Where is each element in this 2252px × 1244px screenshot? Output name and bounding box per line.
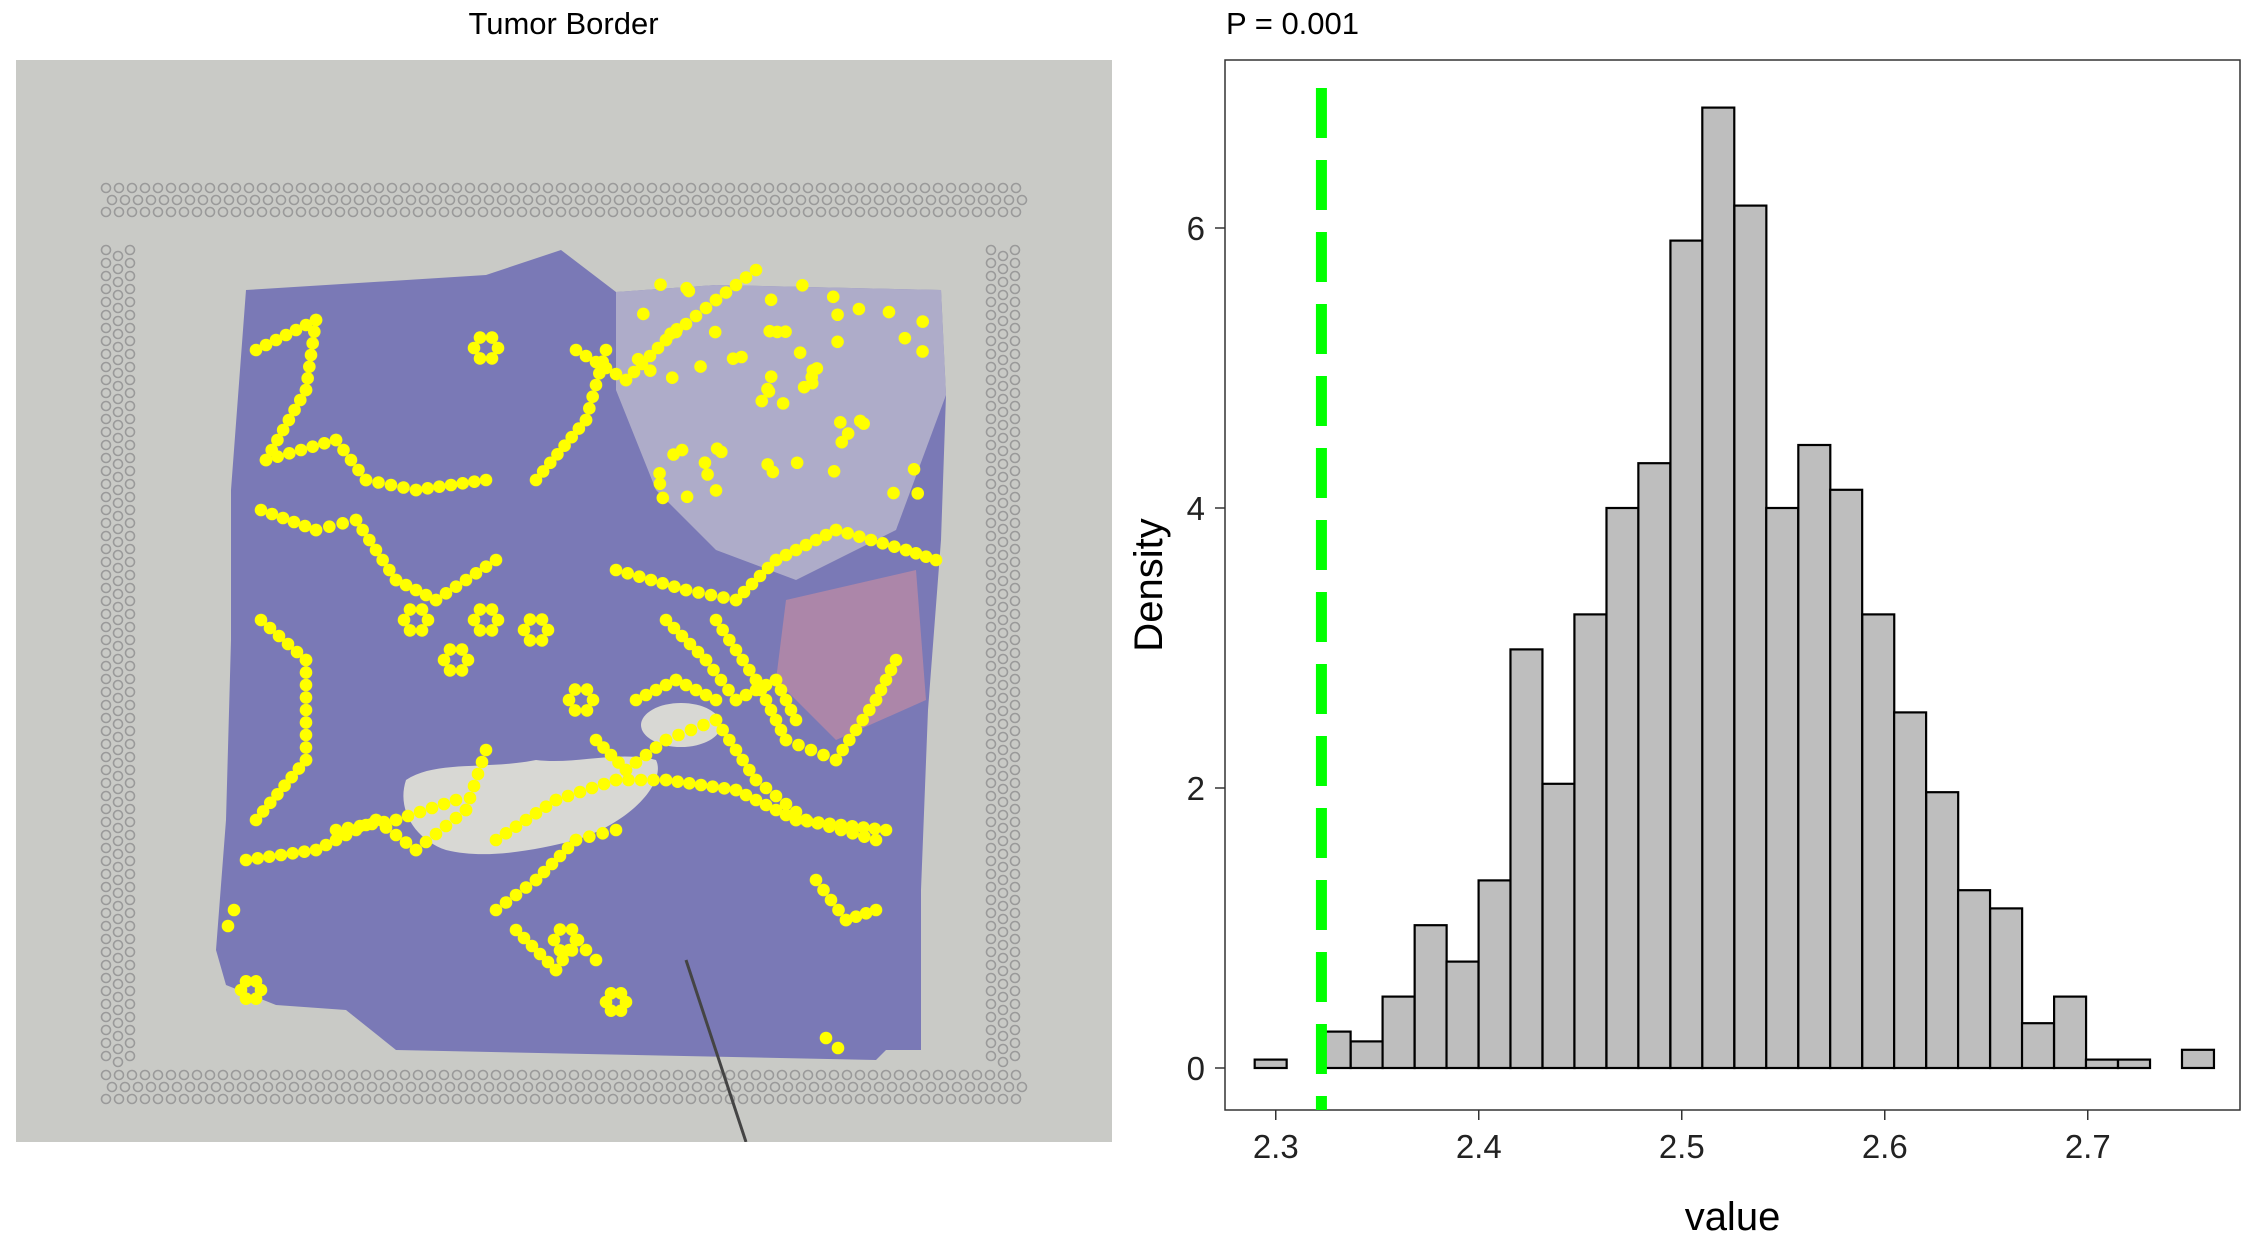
- histogram-bar: [1989, 907, 2024, 1070]
- histogram-bar: [2116, 1058, 2152, 1070]
- slide-scratch-line: [684, 959, 748, 1142]
- fiducial-spot-frame: [100, 182, 1028, 1105]
- x-tick-label: 2.5: [1659, 1128, 1705, 1165]
- tissue-panel-title: Tumor Border: [468, 6, 659, 41]
- y-tick-label: 6: [1187, 210, 1205, 247]
- y-axis-ticks: 0 2 4 6: [1187, 210, 1225, 1087]
- histogram-bar: [2084, 1058, 2120, 1070]
- histogram-bar: [1477, 879, 1512, 1070]
- histogram-chart: 2.3 2.4 2.5 2.6 2.7 0 2 4 6 value Density: [1127, 59, 2241, 1239]
- histogram-bar: [2053, 995, 2088, 1070]
- y-tick-label: 2: [1187, 770, 1205, 807]
- tissue-stroma-right: [616, 285, 946, 580]
- histogram-bar: [1701, 106, 1736, 1070]
- tissue-pink-region: [776, 570, 926, 740]
- histogram-bar: [1413, 924, 1448, 1070]
- tumor-border-spots: [221, 263, 943, 1055]
- x-tick-label: 2.6: [1862, 1128, 1908, 1165]
- y-tick-label: 4: [1187, 490, 1205, 527]
- tissue-lumen-hole: [403, 756, 658, 855]
- histogram-bar: [2020, 1022, 2056, 1070]
- histogram-bar: [1445, 960, 1480, 1070]
- histogram-bar: [1956, 889, 1992, 1070]
- histogram-bar: [1381, 995, 1416, 1070]
- histogram-bar: [1797, 443, 1832, 1070]
- tissue-image: [16, 60, 1112, 1142]
- histogram-bars: [1253, 106, 2216, 1070]
- histogram-bar: [1573, 613, 1608, 1070]
- histogram-bar: [1541, 782, 1576, 1070]
- histogram-bar: [1509, 648, 1544, 1070]
- histogram-bar: [1637, 462, 1672, 1070]
- histogram-bar: [1765, 506, 1800, 1070]
- x-axis-title: value: [1685, 1195, 1781, 1239]
- histogram-bar: [1733, 204, 1768, 1070]
- x-tick-label: 2.4: [1456, 1128, 1502, 1165]
- histogram-bar: [1349, 1040, 1384, 1070]
- histogram-bar: [1605, 506, 1640, 1070]
- histogram-bar: [1925, 791, 1960, 1070]
- x-tick-label: 2.7: [2065, 1128, 2111, 1165]
- y-axis-title: Density: [1127, 518, 1171, 651]
- x-axis-ticks: 2.3 2.4 2.5 2.6 2.7: [1253, 1110, 2111, 1165]
- histogram-title: P = 0.001: [1226, 6, 1360, 41]
- histogram-bar: [1253, 1058, 1288, 1070]
- y-tick-label: 0: [1187, 1050, 1205, 1087]
- histogram-bar: [2180, 1048, 2216, 1070]
- histogram-bar: [1669, 239, 1704, 1070]
- x-tick-label: 2.3: [1253, 1128, 1299, 1165]
- histogram-bar: [1861, 613, 1896, 1070]
- histogram-bar: [1893, 711, 1928, 1070]
- histogram-bar: [1829, 488, 1864, 1070]
- tissue-small-hole: [641, 703, 721, 747]
